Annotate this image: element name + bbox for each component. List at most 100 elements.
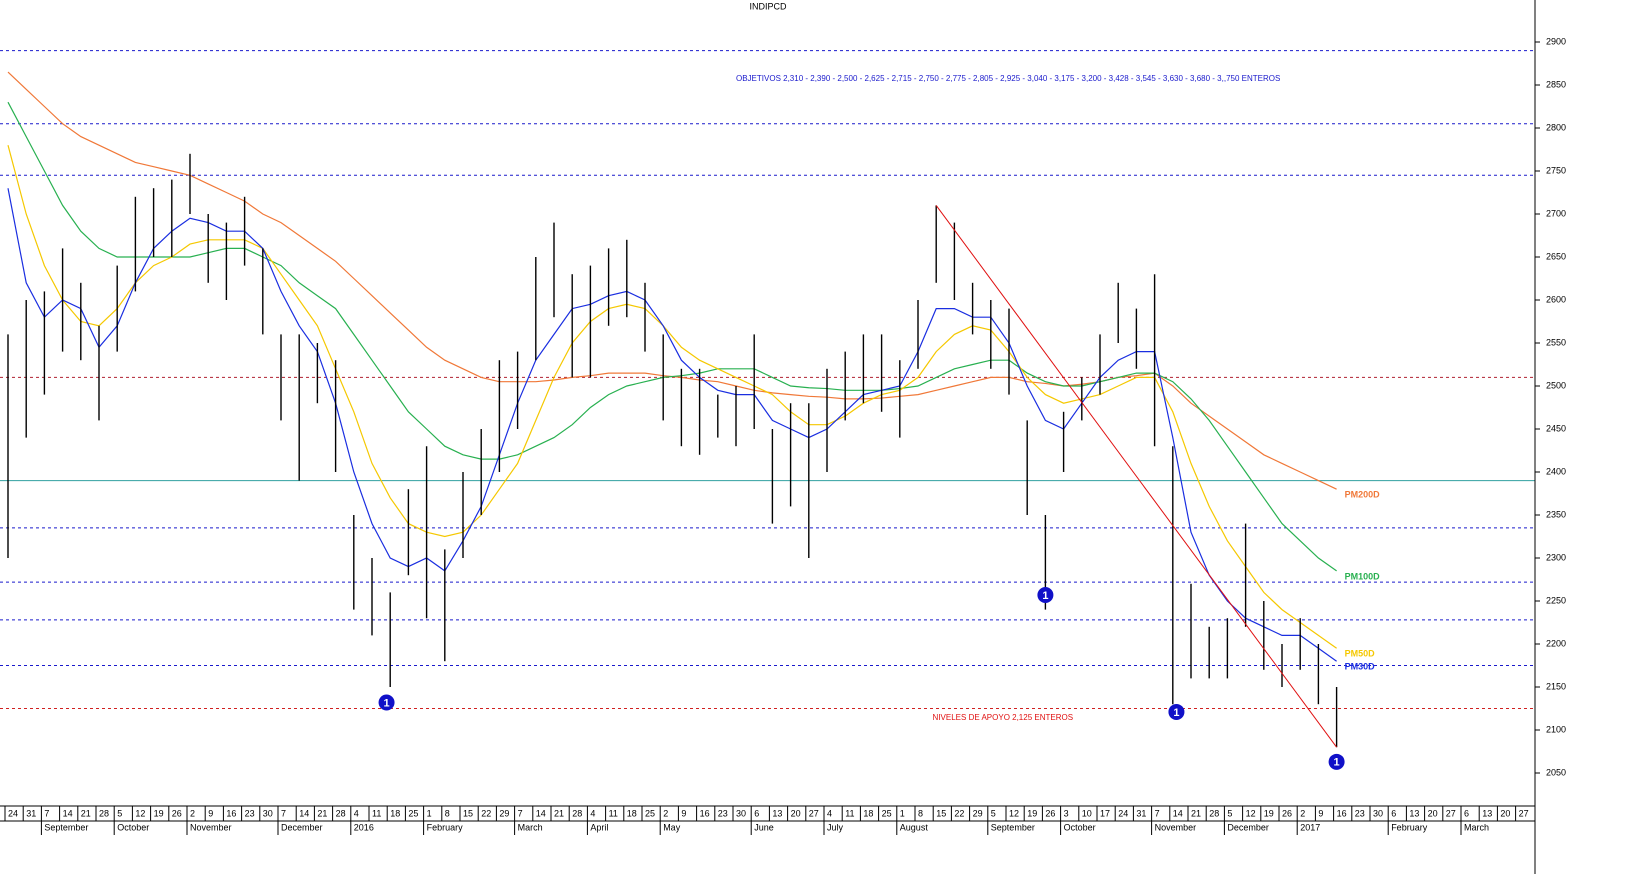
x-tick-label: 14: [536, 808, 546, 818]
marker: [1037, 586, 1054, 603]
y-tick-label: 2800: [1546, 122, 1566, 132]
marker-label: 1: [383, 697, 389, 709]
x-tick-label: 1: [900, 808, 905, 818]
x-tick-label: 5: [991, 808, 996, 818]
x-tick-label: 11: [372, 808, 381, 818]
x-tick-label: 31: [26, 808, 36, 818]
x-tick-label: 23: [245, 808, 255, 818]
y-tick-label: 2600: [1546, 294, 1566, 304]
x-tick-label: 2: [1300, 808, 1305, 818]
x-tick-label: 27: [809, 808, 819, 818]
y-tick-label: 2550: [1546, 337, 1566, 347]
x-tick-label: 26: [1282, 808, 1292, 818]
x-tick-label: 28: [1209, 808, 1219, 818]
ma-line: [7, 71, 1337, 490]
y-tick-label: 2450: [1546, 423, 1566, 433]
x-tick-label: 9: [208, 808, 213, 818]
y-tick-label: 2750: [1546, 165, 1566, 175]
marker: [378, 694, 395, 711]
x-tick-label: 19: [154, 808, 164, 818]
y-tick-label: 2650: [1546, 251, 1566, 261]
x-tick-label: 16: [226, 808, 236, 818]
x-tick-label: 24: [8, 808, 18, 818]
x-tick-label: 8: [445, 808, 450, 818]
marker: [1168, 703, 1185, 720]
x-tick-label: 6: [1464, 808, 1469, 818]
y-tick-label: 2300: [1546, 552, 1566, 562]
month-label: October: [1064, 822, 1096, 832]
x-tick-label: 21: [317, 808, 327, 818]
x-tick-label: 27: [1446, 808, 1456, 818]
y-tick-label: 2150: [1546, 681, 1566, 691]
y-tick-label: 2050: [1546, 767, 1566, 777]
x-tick-label: 2: [190, 808, 195, 818]
y-tick-label: 2400: [1546, 466, 1566, 476]
x-tick-label: 14: [1173, 808, 1183, 818]
x-tick-label: 16: [1337, 808, 1347, 818]
x-tick-label: 12: [1009, 808, 1019, 818]
x-tick-label: 30: [1373, 808, 1383, 818]
x-tick-label: 18: [390, 808, 400, 818]
x-tick-label: 22: [481, 808, 491, 818]
month-label: August: [900, 822, 929, 832]
month-label: February: [427, 822, 464, 832]
x-tick-label: 11: [609, 808, 618, 818]
x-tick-label: 20: [791, 808, 801, 818]
x-tick-label: 16: [700, 808, 710, 818]
marker-label: 1: [1042, 590, 1048, 602]
x-tick-label: 18: [863, 808, 873, 818]
x-tick-label: 6: [754, 808, 759, 818]
x-tick-label: 21: [81, 808, 91, 818]
x-tick-label: 28: [336, 808, 346, 818]
series-label: PM50D: [1345, 649, 1376, 659]
ma-line: [7, 101, 1337, 572]
x-tick-label: 29: [499, 808, 509, 818]
x-tick-label: 4: [354, 808, 359, 818]
month-label: February: [1391, 822, 1428, 832]
series-label: PM200D: [1345, 490, 1381, 500]
x-tick-label: 12: [1246, 808, 1256, 818]
x-tick-label: 17: [1100, 808, 1110, 818]
month-label: October: [117, 822, 149, 832]
x-tick-label: 28: [99, 808, 109, 818]
month-label: March: [1464, 822, 1489, 832]
x-tick-label: 26: [172, 808, 182, 818]
annotation: NIVELES DE APOYO 2,125 ENTEROS: [933, 713, 1074, 722]
x-tick-label: 13: [1409, 808, 1419, 818]
x-tick-label: 30: [736, 808, 746, 818]
month-label: September: [44, 822, 88, 832]
x-tick-label: 27: [1519, 808, 1529, 818]
x-tick-label: 25: [882, 808, 892, 818]
marker-label: 1: [1334, 757, 1340, 769]
x-tick-label: 22: [954, 808, 964, 818]
x-tick-label: 23: [718, 808, 728, 818]
month-label: November: [1155, 822, 1197, 832]
x-tick-label: 25: [408, 808, 418, 818]
x-tick-label: 23: [1355, 808, 1365, 818]
x-tick-label: 21: [1191, 808, 1201, 818]
y-tick-label: 2250: [1546, 595, 1566, 605]
y-tick-label: 2100: [1546, 724, 1566, 734]
x-tick-label: 8: [918, 808, 923, 818]
y-tick-label: 2700: [1546, 208, 1566, 218]
annotation: OBJETIVOS 2,310 - 2,390 - 2,500 - 2,625 …: [736, 74, 1280, 83]
x-tick-label: 12: [135, 808, 145, 818]
x-tick-label: 19: [1027, 808, 1037, 818]
x-tick-label: 20: [1428, 808, 1438, 818]
month-label: May: [663, 822, 681, 832]
x-tick-label: 13: [1482, 808, 1492, 818]
month-label: December: [281, 822, 323, 832]
x-tick-label: 7: [281, 808, 286, 818]
x-tick-label: 24: [1118, 808, 1128, 818]
x-tick-label: 14: [63, 808, 73, 818]
month-label: April: [590, 822, 608, 832]
x-tick-label: 29: [973, 808, 983, 818]
month-label: 2017: [1300, 822, 1320, 832]
x-tick-label: 28: [572, 808, 582, 818]
x-tick-label: 15: [463, 808, 473, 818]
series-label: PM30D: [1345, 662, 1376, 672]
x-tick-label: 5: [117, 808, 122, 818]
x-tick-label: 3: [1064, 808, 1069, 818]
x-tick-label: 13: [772, 808, 782, 818]
